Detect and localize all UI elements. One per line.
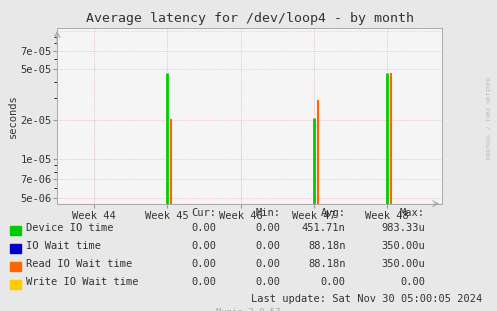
Text: Read IO Wait time: Read IO Wait time <box>26 259 132 269</box>
Text: Cur:: Cur: <box>191 208 216 218</box>
Text: Device IO time: Device IO time <box>26 223 113 233</box>
Text: 451.71n: 451.71n <box>302 223 345 233</box>
Text: IO Wait time: IO Wait time <box>26 241 101 251</box>
Text: 0.00: 0.00 <box>321 277 345 287</box>
Y-axis label: seconds: seconds <box>7 94 17 138</box>
Text: Last update: Sat Nov 30 05:00:05 2024: Last update: Sat Nov 30 05:00:05 2024 <box>251 294 482 304</box>
Text: 0.00: 0.00 <box>191 277 216 287</box>
Text: 0.00: 0.00 <box>400 277 425 287</box>
Text: 0.00: 0.00 <box>256 223 281 233</box>
Text: Munin 2.0.57: Munin 2.0.57 <box>216 308 281 311</box>
Text: 0.00: 0.00 <box>191 259 216 269</box>
Text: 0.00: 0.00 <box>191 223 216 233</box>
Text: 0.00: 0.00 <box>256 241 281 251</box>
Text: 0.00: 0.00 <box>191 241 216 251</box>
Text: Max:: Max: <box>400 208 425 218</box>
Text: 0.00: 0.00 <box>256 259 281 269</box>
Text: Min:: Min: <box>256 208 281 218</box>
Text: 88.18n: 88.18n <box>308 259 345 269</box>
Text: 983.33u: 983.33u <box>381 223 425 233</box>
Text: RRDTOOL / TOBI OETIKER: RRDTOOL / TOBI OETIKER <box>486 77 491 160</box>
Title: Average latency for /dev/loop4 - by month: Average latency for /dev/loop4 - by mont… <box>86 12 414 26</box>
Text: 350.00u: 350.00u <box>381 241 425 251</box>
Text: Avg:: Avg: <box>321 208 345 218</box>
Text: 350.00u: 350.00u <box>381 259 425 269</box>
Text: Write IO Wait time: Write IO Wait time <box>26 277 138 287</box>
Text: 88.18n: 88.18n <box>308 241 345 251</box>
Text: 0.00: 0.00 <box>256 277 281 287</box>
